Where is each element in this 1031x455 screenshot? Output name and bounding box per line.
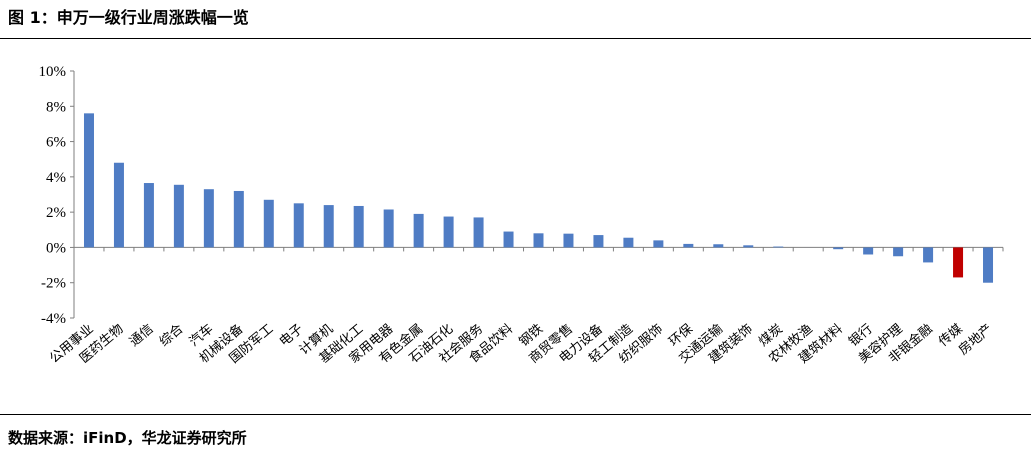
y-tick-label: 10%	[39, 64, 67, 80]
bar-27	[863, 247, 874, 255]
bar-8	[293, 203, 304, 248]
footer-rule	[0, 414, 1031, 415]
bar-22	[713, 244, 724, 248]
bar-1	[83, 113, 94, 248]
bar-18	[593, 235, 604, 248]
figure-label: 图 1：	[8, 8, 57, 27]
y-tick-label: -4%	[41, 311, 66, 327]
bar-2	[113, 162, 124, 248]
bar-7	[263, 199, 274, 248]
y-tick-label: 2%	[46, 205, 66, 221]
bar-17	[563, 233, 574, 248]
bar-11	[383, 209, 394, 248]
bar-19	[623, 237, 634, 248]
bar-28	[893, 247, 904, 257]
bar-6	[233, 190, 244, 248]
figure-heading: 申万一级行业周涨跌幅一览	[56, 8, 249, 27]
bar-12	[413, 213, 424, 248]
bar-13	[443, 216, 454, 248]
bar-21	[683, 243, 694, 248]
y-tick-label: 8%	[46, 99, 66, 115]
bars	[83, 113, 994, 283]
x-tick-label: 综合	[157, 322, 187, 350]
bar-31	[983, 247, 994, 283]
bar-5	[203, 189, 214, 248]
bar-23	[743, 245, 754, 248]
y-tick-label: -2%	[41, 276, 66, 292]
bar-15	[503, 231, 514, 248]
y-tick-label: 0%	[46, 240, 66, 256]
y-axis: 10% 8% 6% 4% 2% 0% -2% -4%	[39, 64, 75, 327]
header-rule	[0, 38, 1031, 39]
x-tick-label: 房地产	[955, 321, 995, 358]
bar-24	[773, 246, 784, 248]
bar-4	[173, 184, 184, 248]
bar-26	[833, 247, 844, 250]
bar-30	[953, 247, 964, 278]
y-tick-label: 6%	[46, 135, 66, 151]
y-tick-label: 4%	[46, 170, 66, 186]
bar-16	[533, 233, 544, 248]
bar-9	[323, 205, 334, 248]
data-source: 数据来源：iFinD，华龙证券研究所	[8, 429, 247, 447]
bar-20	[653, 240, 664, 248]
bar-10	[353, 205, 364, 248]
bar-14	[473, 217, 484, 248]
bar-29	[923, 247, 934, 263]
x-tick-label: 通信	[127, 322, 157, 350]
figure-title: 图 1：申万一级行业周涨跌幅一览	[8, 4, 249, 28]
bar-3	[143, 183, 154, 248]
